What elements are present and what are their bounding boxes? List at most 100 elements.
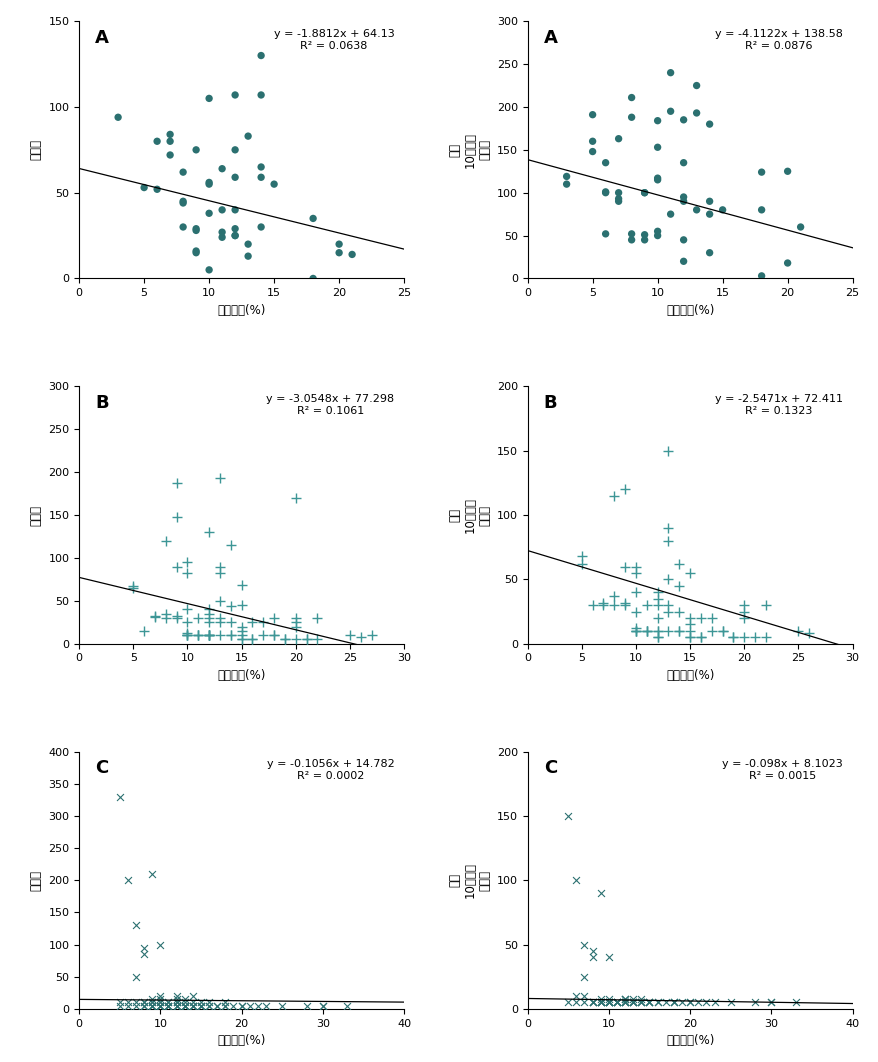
Point: [663, 64, 677, 81]
Point: [245, 631, 259, 648]
Point: [129, 969, 143, 986]
Point: [259, 997, 273, 1014]
Point: [353, 629, 367, 646]
Point: [666, 994, 680, 1011]
Point: [715, 202, 729, 219]
Point: [788, 994, 802, 1011]
X-axis label: 쳐저습도(%): 쳐저습도(%): [217, 304, 265, 316]
Point: [624, 232, 638, 249]
Point: [593, 994, 607, 1011]
Point: [780, 255, 794, 272]
Point: [629, 622, 643, 639]
Point: [224, 627, 238, 644]
Point: [637, 226, 651, 243]
Point: [210, 997, 224, 1014]
Point: [277, 631, 291, 648]
Point: [617, 994, 631, 1011]
Point: [310, 610, 324, 627]
Point: [234, 997, 248, 1014]
Point: [715, 622, 729, 639]
Point: [617, 597, 631, 614]
Point: [593, 994, 607, 1011]
Point: [609, 994, 623, 1011]
Point: [241, 236, 255, 253]
Point: [112, 994, 126, 1011]
Point: [658, 994, 672, 1011]
Point: [672, 578, 686, 595]
Point: [682, 994, 696, 1011]
Point: [163, 133, 177, 150]
Point: [215, 202, 229, 219]
Point: [345, 246, 359, 263]
Point: [224, 627, 238, 644]
Point: [137, 946, 151, 963]
Point: [601, 990, 615, 1007]
Point: [585, 949, 599, 966]
Point: [145, 997, 159, 1014]
Point: [227, 169, 241, 186]
Point: [601, 994, 615, 1011]
Point: [624, 89, 638, 106]
Point: [299, 997, 313, 1014]
Point: [682, 629, 696, 646]
Point: [660, 532, 674, 549]
Point: [315, 997, 329, 1014]
Point: [126, 578, 140, 595]
Point: [169, 994, 184, 1011]
Point: [637, 232, 651, 249]
Point: [689, 104, 703, 121]
Point: [202, 524, 216, 541]
Point: [747, 629, 761, 646]
Point: [753, 164, 767, 181]
Point: [212, 469, 227, 486]
Y-axis label: 발생수: 발생수: [30, 139, 43, 160]
X-axis label: 쳐저습도(%): 쳐저습도(%): [666, 1034, 714, 1047]
Point: [212, 614, 227, 631]
Point: [306, 270, 320, 287]
Point: [120, 994, 134, 1011]
Point: [129, 994, 143, 1011]
Point: [218, 994, 232, 1011]
Point: [185, 997, 199, 1014]
Point: [650, 994, 664, 1011]
Point: [574, 555, 588, 572]
Point: [202, 261, 216, 278]
Point: [737, 597, 751, 614]
Point: [609, 994, 623, 1011]
Point: [153, 997, 167, 1014]
X-axis label: 쳐저습도(%): 쳐저습도(%): [217, 669, 265, 682]
Point: [723, 994, 737, 1011]
Point: [267, 175, 281, 192]
Point: [629, 622, 643, 639]
Point: [111, 108, 125, 125]
Point: [180, 627, 194, 644]
Point: [162, 997, 176, 1014]
Point: [163, 126, 177, 143]
Point: [611, 184, 625, 201]
Point: [202, 605, 216, 622]
Point: [758, 629, 772, 646]
Point: [185, 994, 199, 1011]
Point: [169, 988, 184, 1005]
Point: [185, 997, 199, 1014]
Point: [617, 994, 631, 1011]
Point: [162, 994, 176, 1011]
Point: [704, 610, 718, 627]
Point: [159, 532, 173, 549]
Point: [288, 614, 302, 631]
Point: [176, 219, 190, 236]
Point: [150, 133, 164, 150]
Text: B: B: [95, 394, 109, 412]
Point: [148, 607, 162, 624]
Point: [629, 558, 643, 575]
Point: [177, 997, 191, 1014]
Point: [234, 597, 248, 614]
Point: [639, 622, 653, 639]
Point: [194, 994, 208, 1011]
Point: [737, 610, 751, 627]
Point: [650, 597, 664, 614]
Point: [702, 244, 716, 261]
Point: [601, 994, 615, 1011]
Point: [753, 202, 767, 219]
Point: [194, 997, 208, 1014]
